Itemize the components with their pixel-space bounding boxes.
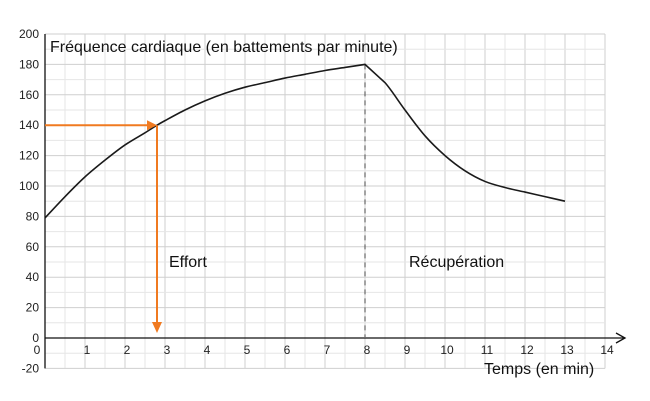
reading-arrows <box>45 120 162 333</box>
x-tick-label: 5 <box>244 343 251 357</box>
x-tick-label: 12 <box>520 343 534 357</box>
y-tick-label: 120 <box>19 149 39 163</box>
x-tick-label: 10 <box>440 343 454 357</box>
y-tick-labels: -20 0 20 40 60 80 100 120 140 160 180 200 <box>19 27 39 375</box>
y-tick-label: 20 <box>26 301 40 315</box>
x-tick-label: 9 <box>404 343 411 357</box>
y-axis-label: Fréquence cardiaque (en battements par m… <box>50 39 398 56</box>
reading-arrowhead-horizontal <box>147 120 157 131</box>
x-tick-label: 6 <box>284 343 291 357</box>
x-tick-label: 7 <box>324 343 331 357</box>
annotation-effort: Effort <box>169 254 208 271</box>
x-tick-label: 4 <box>204 343 211 357</box>
heart-rate-curve <box>44 63 566 219</box>
y-tick-label: 60 <box>26 240 40 254</box>
x-axis-arrowhead <box>615 332 627 344</box>
reading-arrowhead-vertical <box>152 322 162 333</box>
y-tick-label: 180 <box>19 57 39 71</box>
annotation-recuperation: Récupération <box>409 254 504 271</box>
x-tick-label: 8 <box>364 343 371 357</box>
y-tick-label: -20 <box>22 361 40 375</box>
y-tick-label: 0 <box>32 331 39 345</box>
y-tick-label: 200 <box>19 27 39 41</box>
x-tick-label: 1 <box>84 343 91 357</box>
x-tick-labels: 0 1 2 3 4 5 6 7 8 9 10 11 12 13 14 <box>34 343 614 357</box>
y-tick-label: 40 <box>26 270 40 284</box>
y-tick-label: 80 <box>26 209 40 223</box>
x-tick-label: 2 <box>124 343 131 357</box>
y-tick-label: 160 <box>19 88 39 102</box>
axes <box>44 34 627 369</box>
x-axis-label: Temps (en min) <box>484 361 594 378</box>
x-tick-label: 3 <box>164 343 171 357</box>
x-tick-label: 0 <box>34 343 41 357</box>
x-tick-label: 13 <box>560 343 574 357</box>
y-tick-label: 140 <box>19 118 39 132</box>
y-tick-label: 100 <box>19 179 39 193</box>
grid <box>44 33 606 369</box>
x-tick-label: 14 <box>600 343 614 357</box>
x-tick-label: 11 <box>481 343 494 357</box>
